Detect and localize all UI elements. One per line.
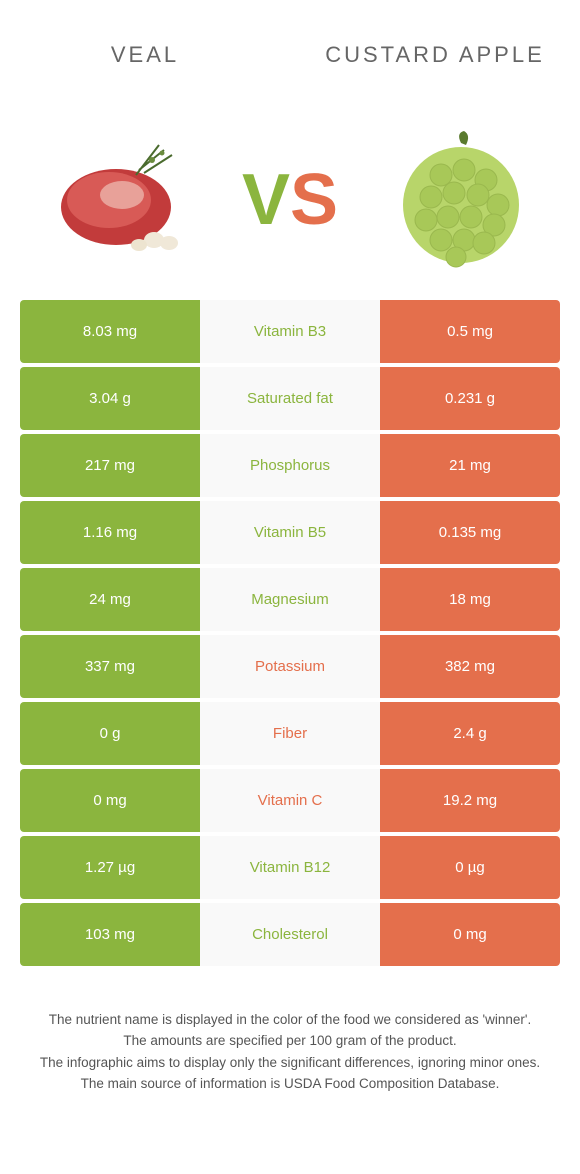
veal-image [44,125,194,275]
custard-apple-image [386,125,536,275]
table-row: 0 g Fiber 2.4 g [20,702,560,765]
left-value: 24 mg [20,568,200,631]
footer-line: The infographic aims to display only the… [30,1053,550,1073]
right-value: 0.5 mg [380,300,560,363]
vs-v: V [242,160,290,240]
comparison-table: 8.03 mg Vitamin B3 0.5 mg 3.04 g Saturat… [0,300,580,966]
right-value: 2.4 g [380,702,560,765]
left-value: 8.03 mg [20,300,200,363]
nutrient-label: Saturated fat [200,367,380,430]
right-value: 19.2 mg [380,769,560,832]
footer-line: The nutrient name is displayed in the co… [30,1010,550,1030]
right-value: 0 mg [380,903,560,966]
table-row: 3.04 g Saturated fat 0.231 g [20,367,560,430]
right-value: 0 µg [380,836,560,899]
hero-row: VS [0,110,580,290]
nutrient-label: Vitamin B12 [200,836,380,899]
nutrient-label: Phosphorus [200,434,380,497]
table-row: 0 mg Vitamin C 19.2 mg [20,769,560,832]
left-value: 1.16 mg [20,501,200,564]
table-row: 337 mg Potassium 382 mg [20,635,560,698]
left-value: 1.27 µg [20,836,200,899]
right-value: 382 mg [380,635,560,698]
nutrient-label: Vitamin C [200,769,380,832]
table-row: 24 mg Magnesium 18 mg [20,568,560,631]
footer-line: The amounts are specified per 100 gram o… [30,1031,550,1051]
footer-line: The main source of information is USDA F… [30,1074,550,1094]
left-value: 3.04 g [20,367,200,430]
vs-s: S [290,160,338,240]
left-value: 103 mg [20,903,200,966]
left-value: 0 mg [20,769,200,832]
right-value: 0.231 g [380,367,560,430]
nutrient-label: Vitamin B3 [200,300,380,363]
table-row: 103 mg Cholesterol 0 mg [20,903,560,966]
right-value: 21 mg [380,434,560,497]
left-value: 337 mg [20,635,200,698]
nutrient-label: Vitamin B5 [200,501,380,564]
left-value: 217 mg [20,434,200,497]
nutrient-label: Magnesium [200,568,380,631]
table-row: 8.03 mg Vitamin B3 0.5 mg [20,300,560,363]
footer-notes: The nutrient name is displayed in the co… [0,970,580,1094]
left-food-title: VEAL [0,41,290,70]
left-value: 0 g [20,702,200,765]
header: VEAL CUSTARD APPLE [0,0,580,110]
table-row: 1.16 mg Vitamin B5 0.135 mg [20,501,560,564]
vs-label: VS [242,164,338,236]
right-value: 0.135 mg [380,501,560,564]
nutrient-label: Fiber [200,702,380,765]
table-row: 217 mg Phosphorus 21 mg [20,434,560,497]
right-food-title: CUSTARD APPLE [290,41,580,70]
nutrient-label: Cholesterol [200,903,380,966]
table-row: 1.27 µg Vitamin B12 0 µg [20,836,560,899]
right-value: 18 mg [380,568,560,631]
nutrient-label: Potassium [200,635,380,698]
